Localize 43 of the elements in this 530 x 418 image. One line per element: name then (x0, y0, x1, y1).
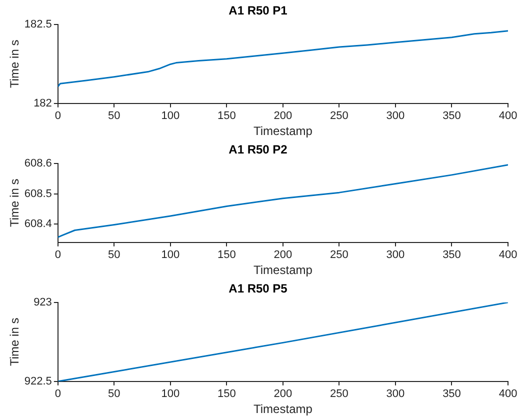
y-tick-label: 608.5 (24, 188, 52, 200)
y-tick-label: 922.5 (24, 375, 52, 388)
x-axis-title: Timestamp (254, 402, 313, 416)
x-tick-label: 150 (218, 110, 236, 122)
y-tick-label: 182 (34, 97, 52, 110)
x-tick-label: 300 (386, 110, 405, 122)
x-tick-label: 350 (442, 110, 461, 122)
x-tick-label: 100 (161, 249, 180, 262)
x-tick-label: 200 (274, 110, 292, 122)
x-axis-title: Timestamp (254, 263, 313, 278)
x-tick-label: 400 (498, 388, 518, 400)
x-tick-label: 50 (108, 249, 120, 262)
x-tick-label: 250 (330, 388, 348, 400)
x-tick-label: 100 (161, 110, 180, 122)
x-tick-label: 350 (442, 388, 461, 400)
x-tick-label: 200 (274, 249, 292, 262)
x-tick-label: 250 (330, 110, 348, 122)
x-tick-label: 0 (54, 110, 61, 122)
x-tick-label: 200 (274, 388, 292, 400)
y-axis-title: Time in s (8, 40, 22, 88)
x-tick-label: 400 (498, 110, 518, 122)
y-axis-title: Time in s (8, 318, 22, 366)
x-tick-label: 350 (442, 249, 461, 262)
x-tick-label: 50 (108, 388, 120, 400)
x-tick-label: 300 (386, 249, 405, 262)
x-tick-label: 50 (108, 110, 120, 122)
chart-title: A1 R50 P1 (228, 4, 288, 18)
y-tick-label: 608.6 (24, 157, 52, 170)
y-tick-label: 608.4 (24, 218, 52, 230)
x-tick-label: 150 (218, 388, 236, 400)
x-tick-label: 150 (218, 249, 236, 262)
y-tick-label: 182.5 (24, 18, 52, 30)
x-axis-title: Timestamp (254, 124, 313, 138)
x-tick-label: 0 (54, 388, 61, 400)
x-tick-label: 250 (330, 249, 348, 262)
chart-title: A1 R50 P2 (228, 142, 288, 157)
x-tick-label: 0 (54, 249, 61, 262)
chart-title: A1 R50 P5 (228, 282, 288, 296)
x-tick-label: 300 (386, 388, 405, 400)
y-tick-label: 923 (34, 296, 52, 308)
x-tick-label: 100 (161, 388, 180, 400)
x-tick-label: 400 (498, 249, 518, 262)
y-axis-title: Time in s (8, 178, 22, 228)
